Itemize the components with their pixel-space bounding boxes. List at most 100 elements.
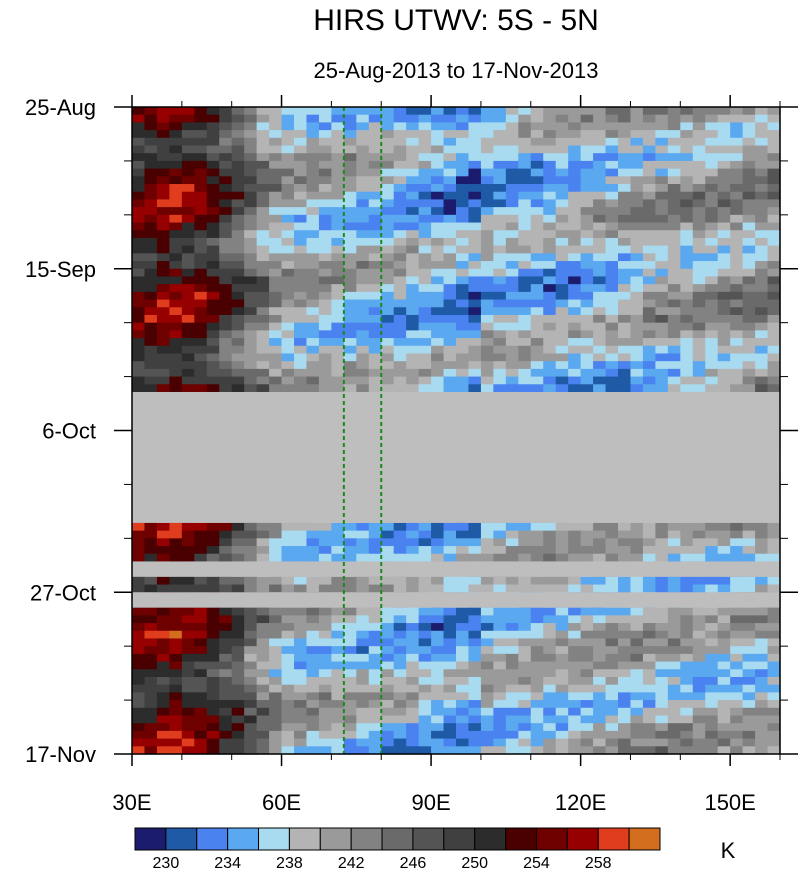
heatmap-cell — [705, 184, 719, 193]
heatmap-cell — [468, 237, 482, 247]
heatmap-cell — [156, 730, 170, 740]
heatmap-cell — [393, 700, 407, 709]
heatmap-cell — [705, 345, 719, 355]
heatmap-cell — [618, 576, 632, 586]
heatmap-cell — [767, 191, 781, 201]
heatmap-cell — [294, 261, 308, 270]
heatmap-cell — [493, 307, 507, 316]
heatmap-cell — [493, 114, 507, 123]
heatmap-cell — [730, 268, 744, 278]
heatmap-cell — [655, 314, 669, 324]
heatmap-cell — [156, 576, 170, 586]
heatmap-cell — [256, 160, 270, 170]
heatmap-cell — [705, 199, 719, 208]
heatmap-cell — [281, 730, 295, 740]
heatmap-cell — [456, 207, 470, 216]
heatmap-cell — [755, 730, 769, 740]
heatmap-cell — [568, 630, 582, 640]
heatmap-cell — [618, 746, 632, 755]
heatmap-cell — [406, 638, 420, 647]
heatmap-cell — [755, 184, 769, 193]
heatmap-cell — [555, 176, 569, 185]
heatmap-cell — [593, 191, 607, 201]
heatmap-cell — [717, 253, 731, 262]
heatmap-cell — [356, 284, 370, 293]
heatmap-cell — [543, 237, 557, 247]
heatmap-cell — [568, 237, 582, 247]
heatmap-cell — [132, 191, 146, 201]
heatmap-cell — [456, 261, 470, 270]
heatmap-cell — [418, 522, 432, 532]
heatmap-cell — [480, 384, 494, 393]
heatmap-cell — [381, 669, 395, 678]
heatmap-cell — [705, 145, 719, 154]
heatmap-cell — [755, 153, 769, 162]
heatmap-cell — [518, 114, 532, 123]
heatmap-cell — [156, 584, 170, 593]
heatmap-cell — [256, 245, 270, 254]
heatmap-cell — [331, 261, 345, 270]
heatmap-cell — [406, 676, 420, 686]
heatmap-cell — [605, 376, 619, 385]
heatmap-cell — [281, 576, 295, 586]
heatmap-cell — [505, 692, 519, 701]
colorbar-swatch — [628, 827, 661, 851]
heatmap-cell — [630, 368, 644, 378]
heatmap-cell — [393, 168, 407, 177]
heatmap-cell — [667, 268, 681, 278]
heatmap-cell — [680, 338, 694, 347]
heatmap-cell — [318, 353, 332, 362]
heatmap-cell — [605, 222, 619, 231]
heatmap-cell — [568, 368, 582, 378]
heatmap-cell — [593, 230, 607, 239]
heatmap-cell — [281, 176, 295, 185]
heatmap-cell — [281, 353, 295, 362]
heatmap-cell — [269, 538, 283, 547]
heatmap-cell — [468, 222, 482, 231]
heatmap-cell — [306, 368, 320, 378]
heatmap-cell — [194, 607, 208, 616]
heatmap-cell — [406, 723, 420, 732]
heatmap-cell — [331, 122, 345, 131]
heatmap-cell — [256, 715, 270, 724]
heatmap-cell — [655, 723, 669, 732]
heatmap-cell — [730, 307, 744, 316]
heatmap-cell — [368, 307, 382, 316]
heatmap-cell — [206, 160, 220, 170]
heatmap-cell — [406, 700, 420, 709]
heatmap-cell — [555, 553, 569, 563]
heatmap-cell — [169, 353, 183, 362]
heatmap-cell — [480, 738, 494, 747]
heatmap-cell — [181, 361, 195, 370]
heatmap-cell — [730, 338, 744, 347]
heatmap-cell — [642, 607, 656, 616]
heatmap-cell — [705, 291, 719, 301]
heatmap-cell — [281, 107, 295, 116]
heatmap-cell — [381, 684, 395, 693]
heatmap-cell — [181, 253, 195, 262]
heatmap-cell — [181, 723, 195, 732]
heatmap-cell — [642, 738, 656, 747]
heatmap-cell — [181, 291, 195, 301]
heatmap-cell — [269, 746, 283, 755]
heatmap-cell — [630, 638, 644, 647]
heatmap-cell — [692, 615, 706, 624]
heatmap-cell — [281, 307, 295, 316]
heatmap-cell — [580, 284, 594, 293]
heatmap-cell — [580, 276, 594, 285]
heatmap-cell — [618, 345, 632, 355]
heatmap-cell — [680, 345, 694, 355]
heatmap-cell — [256, 630, 270, 640]
heatmap-cell — [368, 669, 382, 678]
heatmap-cell — [680, 376, 694, 385]
heatmap-cell — [593, 676, 607, 686]
heatmap-cell — [294, 160, 308, 170]
heatmap-cell — [318, 276, 332, 285]
heatmap-cell — [543, 330, 557, 339]
heatmap-cell — [505, 730, 519, 740]
heatmap-cell — [368, 738, 382, 747]
heatmap-cell — [730, 700, 744, 709]
heatmap-cell — [642, 530, 656, 539]
heatmap-cell — [456, 314, 470, 324]
heatmap-cell — [406, 546, 420, 555]
